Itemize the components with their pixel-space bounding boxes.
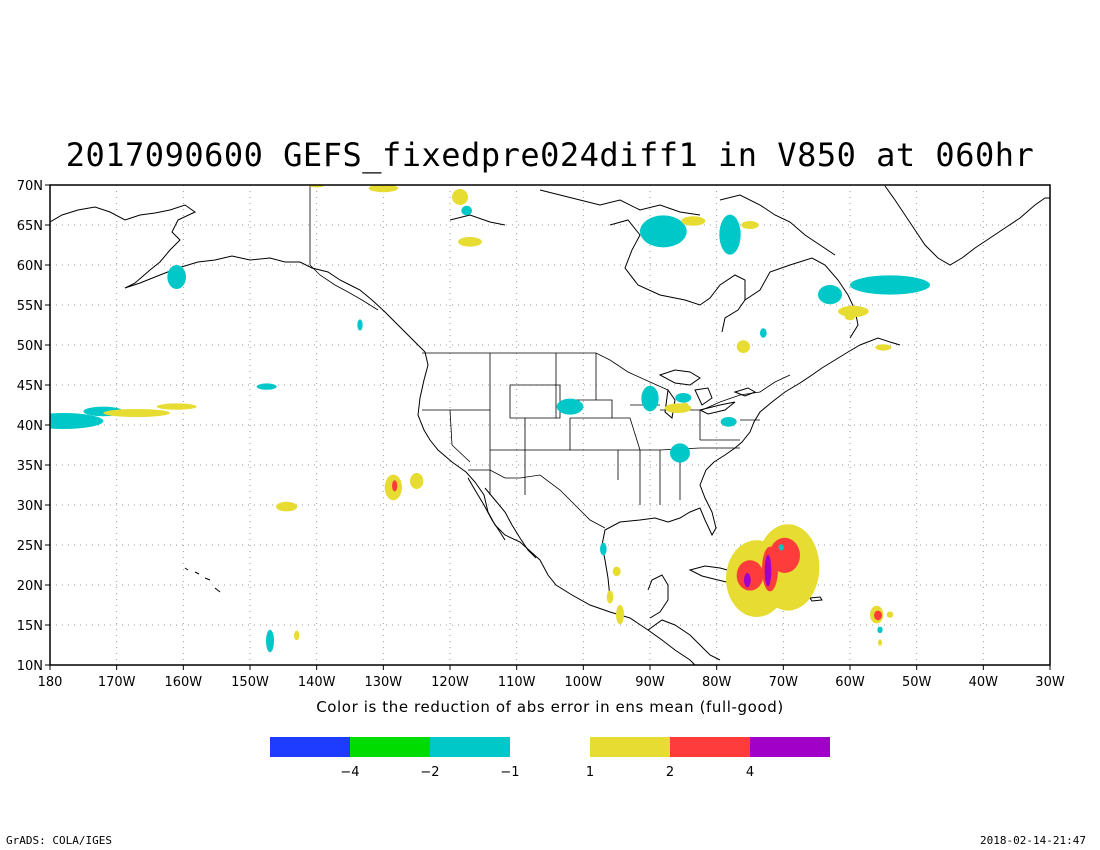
lon-tick-label: 170W: [98, 675, 136, 690]
colorbar-label: 1: [586, 765, 594, 780]
lat-tick-label: 70N: [17, 179, 43, 194]
yellow-contour-patch: [612, 566, 621, 577]
colorbar-caption: Color is the reduction of abs error in e…: [316, 698, 784, 716]
lon-tick-label: 150W: [231, 675, 269, 690]
lon-tick-label: 90W: [635, 675, 665, 690]
cyan-contour-patch: [720, 417, 737, 427]
lon-tick-label: 180: [38, 675, 63, 690]
lon-tick-label: 30W: [1035, 675, 1065, 690]
yellow-contour-patch: [452, 189, 468, 205]
cyan-contour-patch: [600, 542, 607, 556]
yellow-contour-patch: [736, 340, 750, 353]
cyan-contour-patch: [818, 285, 842, 305]
yellow-contour-patch: [741, 221, 759, 229]
cyan-contour-patch: [850, 275, 930, 295]
page-title: 2017090600 GEFS_fixedpre024diff1 in V850…: [65, 136, 1035, 174]
yellow-contour-patch: [368, 185, 398, 193]
colorbar-label: 2: [666, 765, 674, 780]
cyan-contour-patch: [670, 443, 690, 463]
red-contour-patch: [392, 480, 398, 492]
cyan-contour-patch: [50, 413, 104, 429]
lat-tick-label: 15N: [17, 619, 43, 634]
colorbar: −4 −2 −1 1 2 4: [270, 737, 830, 780]
coastlines: [50, 185, 1050, 665]
lon-tick-label: 140W: [298, 675, 336, 690]
lat-tick-label: 65N: [17, 219, 43, 234]
colorbar-swatch: [430, 737, 510, 757]
yellow-contour-patch: [294, 630, 300, 641]
colorbar-label: 4: [746, 765, 754, 780]
yellow-contour-patch: [156, 403, 197, 410]
yellow-contour-patch: [410, 473, 424, 489]
lat-tick-label: 55N: [17, 299, 43, 314]
colorbar-swatch: [350, 737, 430, 757]
error-reduction-contours: [50, 185, 930, 653]
cyan-contour-patch: [556, 398, 584, 415]
colorbar-swatch: [590, 737, 670, 757]
purple-contour-patch: [764, 554, 772, 587]
cyan-contour-patch: [760, 328, 767, 338]
lon-tick-label: 60W: [835, 675, 865, 690]
cyan-contour-patch: [357, 319, 363, 331]
yellow-contour-patch: [875, 344, 892, 351]
lon-tick-label: 40W: [969, 675, 999, 690]
colorbar-label: −4: [340, 765, 359, 780]
lat-tick-label: 40N: [17, 419, 43, 434]
cyan-contour-patch: [719, 214, 741, 255]
cyan-contour-patch: [877, 626, 883, 633]
lat-tick-label: 25N: [17, 539, 43, 554]
cyan-contour-patch: [256, 383, 277, 390]
lon-tick-label: 70W: [769, 675, 799, 690]
yellow-contour-patch: [878, 639, 882, 646]
yellow-contour-patch: [681, 216, 706, 226]
lat-tick-label: 30N: [17, 499, 43, 514]
cyan-contour-patch: [461, 205, 472, 216]
lat-tick-label: 50N: [17, 339, 43, 354]
colorbar-swatch: [270, 737, 350, 757]
purple-contour-patch: [744, 573, 751, 588]
yellow-contour-patch: [844, 313, 856, 321]
lat-tick-label: 20N: [17, 579, 43, 594]
yellow-contour-patch: [838, 305, 869, 317]
yellow-contour-patch: [103, 409, 170, 417]
cyan-contour-patch: [675, 393, 692, 403]
lon-tick-label: 110W: [498, 675, 536, 690]
political-borders: [309, 186, 791, 529]
yellow-contour-patch: [458, 237, 482, 247]
cyan-contour-patch: [167, 265, 187, 289]
colorbar-swatch: [750, 737, 830, 757]
lon-tick-label: 130W: [364, 675, 402, 690]
lat-lon-grid: [50, 185, 1050, 665]
cyan-contour-patch: [640, 215, 687, 248]
yellow-contour-patch: [680, 402, 689, 409]
yellow-contour-patch: [616, 605, 624, 625]
timestamp: 2018-02-14-21:47: [980, 834, 1086, 847]
lat-tick-label: 35N: [17, 459, 43, 474]
lon-tick-label: 160W: [164, 675, 202, 690]
cyan-contour-patch: [266, 629, 274, 653]
lat-tick-label: 10N: [17, 659, 43, 674]
lon-tick-label: 100W: [564, 675, 602, 690]
red-contour-patch: [874, 610, 882, 621]
yellow-contour-patch: [886, 611, 894, 618]
lon-tick-label: 80W: [702, 675, 732, 690]
cyan-contour-patch: [641, 385, 659, 412]
lat-tick-label: 60N: [17, 259, 43, 274]
yellow-contour-patch: [276, 501, 298, 512]
colorbar-label: −2: [420, 765, 439, 780]
lat-tick-label: 45N: [17, 379, 43, 394]
red-contour-patch: [736, 560, 764, 591]
colorbar-label: −1: [500, 765, 519, 780]
colorbar-swatch: [670, 737, 750, 757]
yellow-contour-patch: [606, 590, 614, 604]
lon-tick-label: 50W: [902, 675, 932, 690]
grads-credit: GrADS: COLA/IGES: [6, 834, 112, 847]
lon-tick-label: 120W: [431, 675, 469, 690]
axis-ticks: 180 170W 160W 150W 140W 130W 120W 110W 100W 90W 80…: [17, 179, 1065, 690]
cyan-contour-patch: [778, 544, 784, 551]
